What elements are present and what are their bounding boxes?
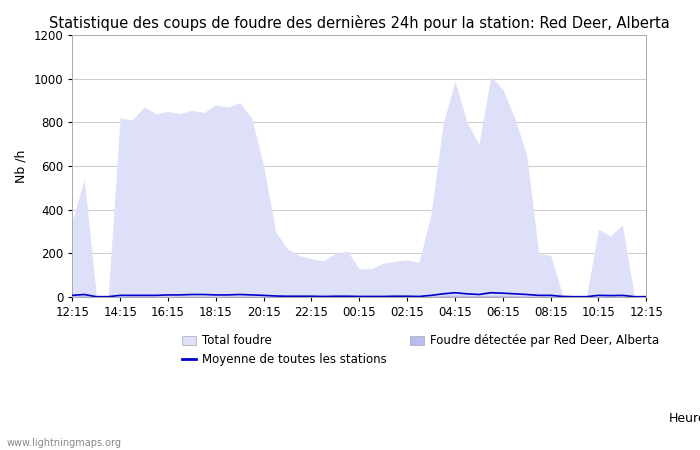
Legend: Total foudre, Moyenne de toutes les stations, Foudre détectée par Red Deer, Albe: Total foudre, Moyenne de toutes les stat… (181, 334, 659, 366)
Text: Heure: Heure (668, 412, 700, 425)
Text: www.lightningmaps.org: www.lightningmaps.org (7, 438, 122, 448)
Y-axis label: Nb /h: Nb /h (15, 149, 28, 183)
Title: Statistique des coups de foudre des dernières 24h pour la station: Red Deer, Alb: Statistique des coups de foudre des dern… (49, 15, 670, 31)
